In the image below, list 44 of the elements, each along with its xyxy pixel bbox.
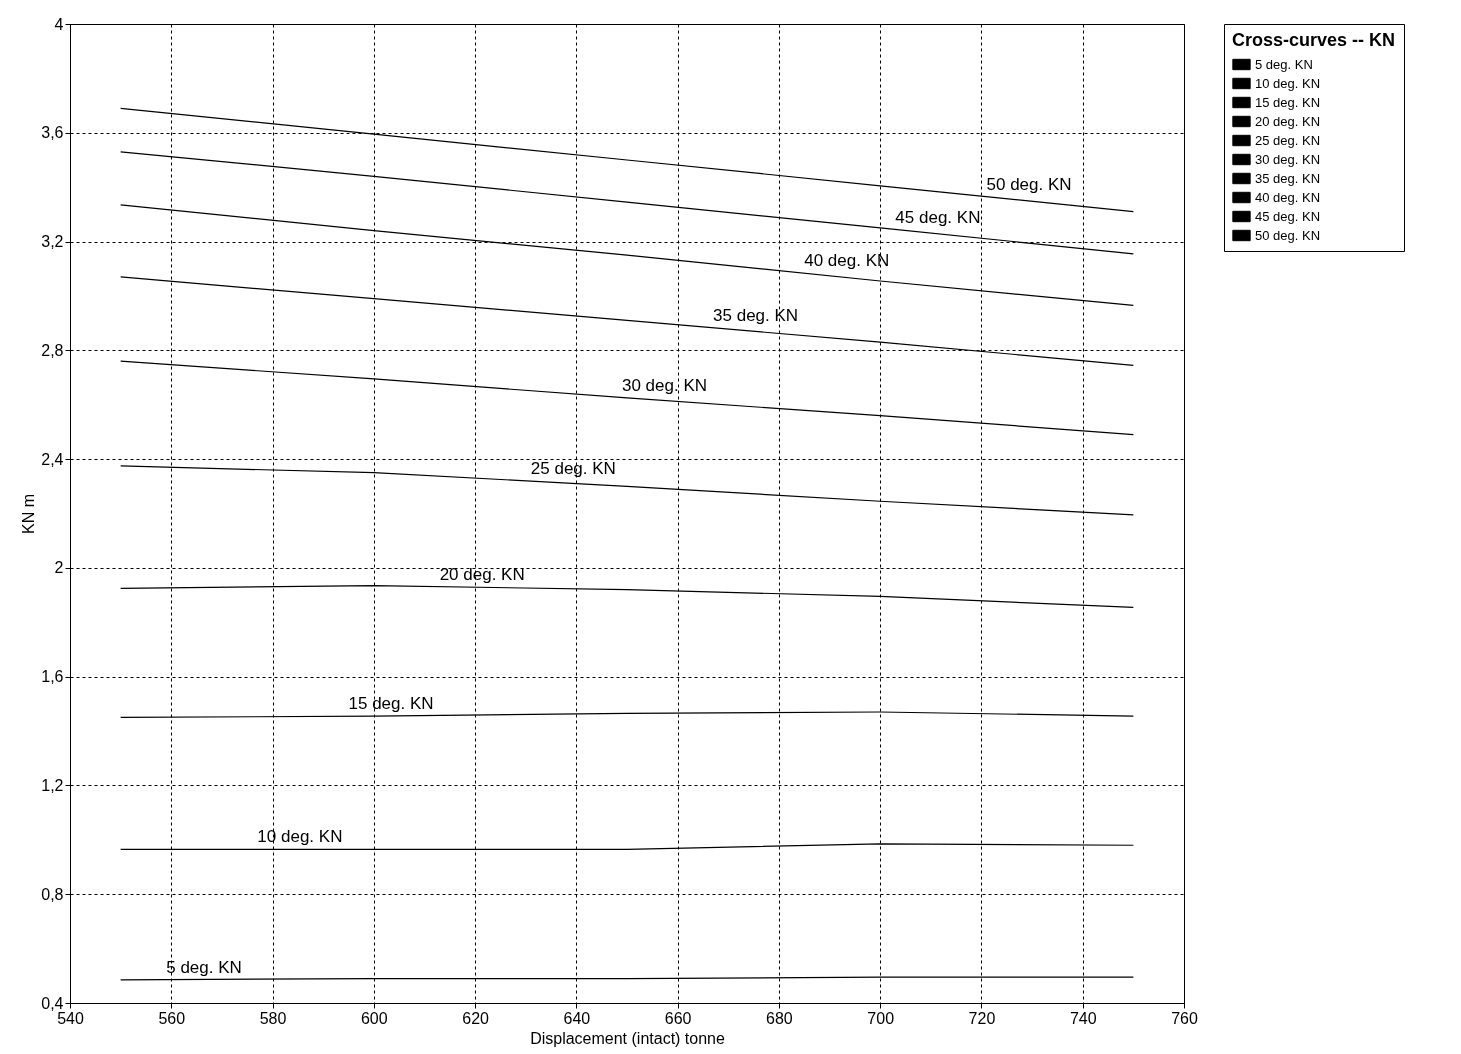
x-tick-label: 680 xyxy=(766,1009,793,1027)
text: 5 deg. KN xyxy=(166,957,242,977)
x-tick-label: 720 xyxy=(968,1009,996,1027)
y-tick-label: 0,4 xyxy=(41,994,64,1012)
text: 50 deg. KN xyxy=(986,174,1072,194)
legend-label: 50 deg. KN xyxy=(1255,227,1321,243)
x-tick-label: 620 xyxy=(462,1009,490,1027)
legend-label: 35 deg. KN xyxy=(1255,170,1321,186)
legend-label: 45 deg. KN xyxy=(1255,208,1321,224)
y-tick-label: 3,2 xyxy=(41,233,64,251)
legend-label: 20 deg. KN xyxy=(1255,113,1321,129)
text: 10 deg. KN xyxy=(257,827,343,847)
legend-label: 30 deg. KN xyxy=(1255,151,1321,167)
legend-label: 5 deg. KN xyxy=(1255,56,1313,72)
x-tick-label: 760 xyxy=(1171,1009,1198,1027)
text: 15 deg. KN xyxy=(348,694,434,714)
x-tick-label: 640 xyxy=(563,1009,591,1027)
legend-label: 25 deg. KN xyxy=(1255,132,1321,148)
y-tick-label: 3,6 xyxy=(41,124,64,142)
y-tick-label: 2 xyxy=(54,559,64,577)
x-tick-label: 580 xyxy=(259,1009,287,1027)
legend-label: 15 deg. KN xyxy=(1255,94,1321,110)
y-axis-title: KN m xyxy=(20,494,38,534)
legend-title: Cross-curves -- KN xyxy=(1232,30,1396,50)
text: 35 deg. KN xyxy=(713,305,799,325)
x-tick-label: 600 xyxy=(360,1009,388,1027)
x-tick-label: 660 xyxy=(664,1009,692,1027)
y-tick-label: 4 xyxy=(54,15,64,33)
text: 45 deg. KN xyxy=(895,207,981,227)
legend-label: 40 deg. KN xyxy=(1255,189,1321,205)
x-axis-title: Displacement (intact) tonne xyxy=(530,1029,725,1047)
text: 30 deg. KN xyxy=(621,375,707,395)
x-tick-label: 540 xyxy=(57,1009,84,1027)
y-tick-label: 2,4 xyxy=(41,450,64,468)
y-tick-label: 1,6 xyxy=(41,668,64,686)
text: 25 deg. KN xyxy=(530,459,616,479)
text: 40 deg. KN xyxy=(804,251,890,271)
y-tick-label: 1,2 xyxy=(41,776,64,794)
x-tick-label: 740 xyxy=(1069,1009,1097,1027)
y-tick-label: 2,8 xyxy=(41,341,64,359)
legend-label: 10 deg. KN xyxy=(1255,75,1321,91)
x-tick-label: 700 xyxy=(867,1009,895,1027)
x-tick-label: 560 xyxy=(158,1009,186,1027)
y-tick-label: 0,8 xyxy=(41,885,64,903)
